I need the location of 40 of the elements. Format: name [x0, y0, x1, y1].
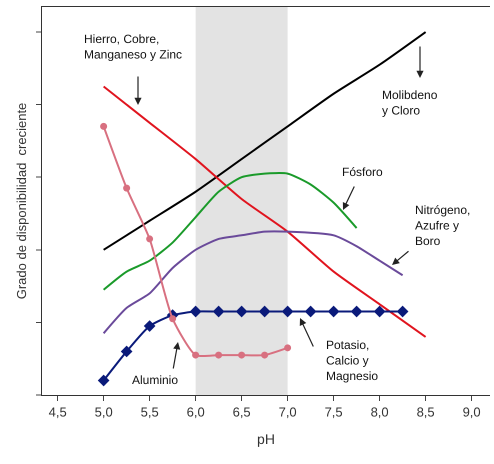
point	[212, 306, 224, 318]
point	[98, 374, 110, 386]
annotation: Molibdeno y Cloro	[382, 88, 438, 118]
point	[304, 306, 316, 318]
point	[236, 306, 248, 318]
x-tick-label: 5,0	[94, 404, 113, 420]
point	[120, 346, 132, 358]
point	[100, 122, 108, 130]
point	[215, 352, 222, 359]
point	[284, 344, 292, 352]
x-tick-label: 8,0	[370, 404, 389, 420]
x-tick-label: 7,0	[278, 404, 297, 420]
x-tick-label: 6,0	[186, 404, 205, 420]
point	[123, 184, 130, 192]
y-axis-title: Grado de disponibilidad creciente	[14, 102, 29, 300]
point	[169, 315, 176, 322]
annotation: Nitrógeno, Azufre y Boro	[415, 203, 470, 248]
annotation: Aluminio	[132, 373, 178, 387]
x-axis-title: pH	[257, 430, 275, 447]
point	[146, 235, 154, 242]
point	[192, 352, 200, 359]
point	[261, 352, 268, 359]
x-tick-label: 8,5	[416, 404, 435, 420]
annotation: Fósforo	[342, 165, 384, 179]
annotation: Hierro, Cobre, Manganeso y Zinc	[84, 32, 182, 62]
x-tick-label: 5,5	[140, 404, 159, 420]
point	[282, 306, 294, 318]
point	[144, 320, 156, 332]
point	[238, 352, 246, 359]
point	[258, 306, 270, 318]
point	[396, 306, 408, 318]
point	[374, 306, 386, 318]
x-tick-label: 9,0	[462, 404, 481, 420]
point	[350, 306, 362, 318]
annotation: Potasio, Calcio y Magnesio	[326, 338, 378, 384]
x-tick-label: 4,5	[48, 404, 67, 420]
point	[328, 306, 340, 318]
x-tick-label: 7,5	[324, 404, 343, 420]
x-tick-label: 6,5	[232, 404, 251, 420]
point	[190, 306, 202, 318]
